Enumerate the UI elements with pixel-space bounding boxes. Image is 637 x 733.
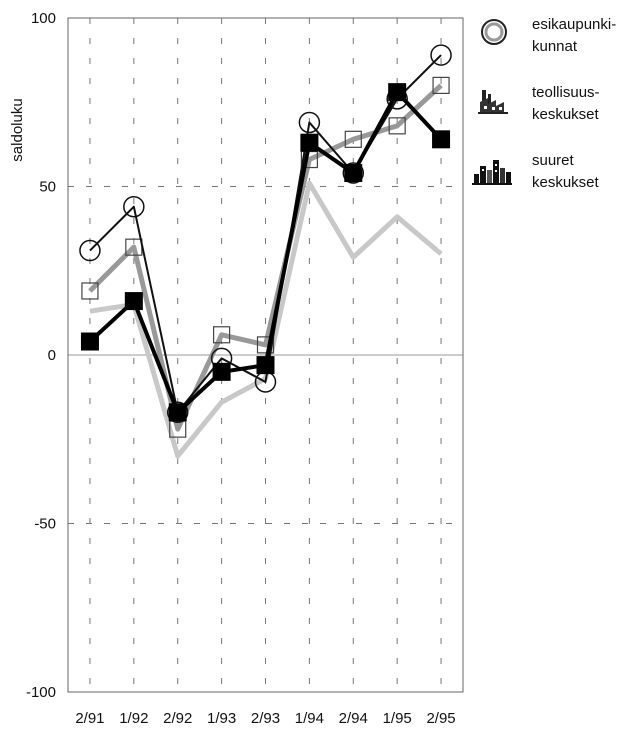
x-tick-label: 2/91 [75,710,104,727]
y-tick-label: 0 [48,347,56,364]
data-point-square-filled [168,403,187,422]
data-point-square-filled [80,332,99,351]
x-tick-label: 2/94 [339,710,368,727]
x-tick-label: 2/95 [426,710,455,727]
grid [68,18,463,692]
legend-label-line: suuret [532,152,574,169]
legend-label: suuret keskukset [532,150,599,194]
data-point-square-open [256,336,275,354]
legend-label: teollisuus- keskukset [532,82,600,126]
data-point-square-open [388,117,406,135]
x-tick-label: 1/94 [295,710,324,727]
data-point-square-open [213,326,231,344]
legend: esikaupunki- kunnat teollisuus- keskukse… [470,12,635,216]
data-point-square-filled [432,130,451,149]
legend-label-line: teollisuus- [532,84,600,101]
y-tick-label: -100 [26,684,56,701]
legend-item-suuret-keskukset: suuret keskukset [470,148,635,216]
axes [67,17,464,693]
data-point-square-open [344,130,362,148]
data-point-circle [166,401,189,424]
x-tick-label: 2/93 [251,710,280,727]
y-tick-label: -50 [34,516,56,533]
series-line [88,83,443,432]
circle-icon [481,19,507,45]
plot-frame [67,17,464,693]
data-point-circle [430,44,452,66]
data-point-circle [79,239,101,262]
x-tick-label: 2/92 [163,710,192,727]
data-point-square-filled [300,133,319,152]
data-point-square-filled [124,292,143,311]
factory-icon [478,90,508,114]
tick-labels: 100 50 0 -50 -100 2/91 1/92 2/92 1/93 2/93 1/94 2/9… [26,10,456,727]
y-tick-label: 100 [31,10,56,27]
x-tick-label: 1/92 [119,710,148,727]
data-point-square-open [432,76,450,95]
data-point-square-open [81,282,99,300]
data-point-square-filled [256,356,275,375]
data-point-circle [298,111,321,134]
data-point-square-filled [344,164,363,183]
legend-label-line: esikaupunki- [532,16,617,33]
legend-item-teollisuuskeskukset: teollisuus- keskukset [470,80,635,148]
legend-label-line: keskukset [532,174,599,191]
data-point-square-filled [212,362,231,381]
series-line [89,54,442,414]
x-tick-label: 1/95 [383,710,412,727]
data-point-circle [123,195,145,218]
legend-label: esikaupunki- kunnat [532,14,616,58]
y-tick-label: 50 [39,179,56,196]
data-point-circle [342,162,365,184]
x-tick-label: 1/93 [207,710,236,727]
data-point-square-filled [388,83,407,102]
legend-item-esikaupunkikunnat: esikaupunki- kunnat [470,12,635,80]
series [79,44,452,459]
legend-label-line: kunnat [532,38,578,55]
city-skyline-icon [472,160,512,185]
legend-label-line: keskukset [532,106,599,123]
y-axis-label: saldoluku [9,98,26,161]
